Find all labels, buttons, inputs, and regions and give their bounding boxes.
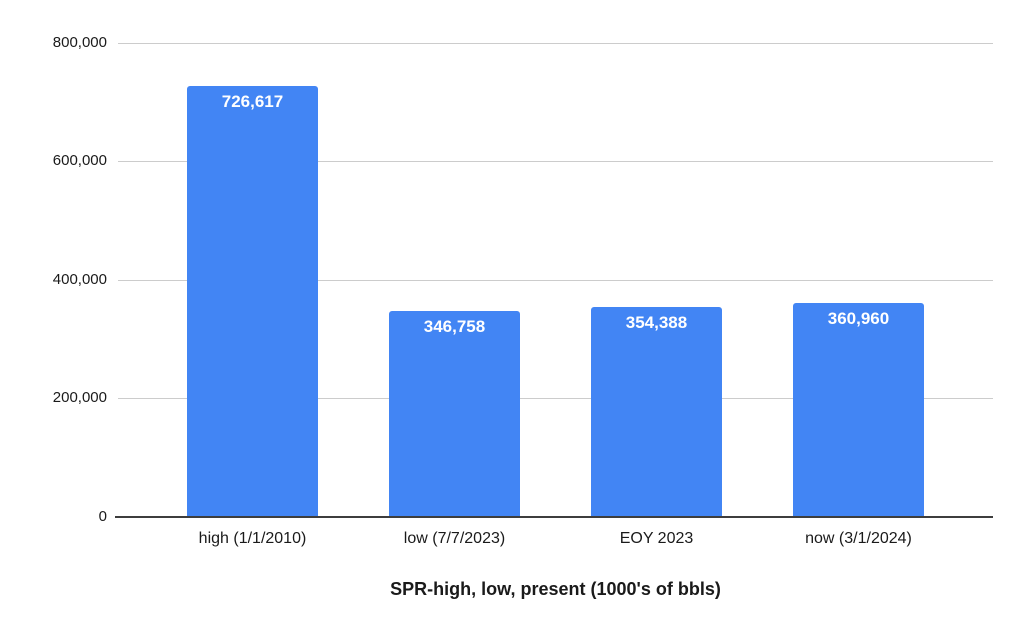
- bar-1: 726,617: [187, 86, 318, 517]
- y-tick-label: 0: [98, 508, 107, 525]
- gridline: [118, 160, 993, 162]
- x-category-label: EOY 2023: [619, 530, 694, 547]
- bar-3: 354,388: [591, 307, 722, 517]
- bar-value-label: 360,960: [827, 309, 890, 328]
- x-category-label: high (1/1/2010): [198, 530, 307, 547]
- gridline: [118, 279, 993, 281]
- x-axis-line: [115, 516, 993, 518]
- bar-value-label: 354,388: [625, 313, 688, 332]
- y-tick-label: 600,000: [52, 152, 107, 169]
- bar-2: 346,758: [389, 311, 520, 517]
- gridline: [118, 397, 993, 399]
- y-tick-label: 400,000: [52, 271, 107, 288]
- x-category-label: low (7/7/2023): [403, 530, 506, 547]
- bar-value-label: 726,617: [221, 92, 284, 111]
- gridline: [118, 42, 993, 44]
- bar-4: 360,960: [793, 303, 924, 517]
- y-tick-label: 200,000: [52, 389, 107, 406]
- x-category-label: now (3/1/2024): [805, 530, 912, 547]
- chart-title: SPR-high, low, present (1000's of bbls): [390, 579, 721, 599]
- y-tick-label: 800,000: [52, 34, 107, 51]
- bar-value-label: 346,758: [423, 317, 486, 336]
